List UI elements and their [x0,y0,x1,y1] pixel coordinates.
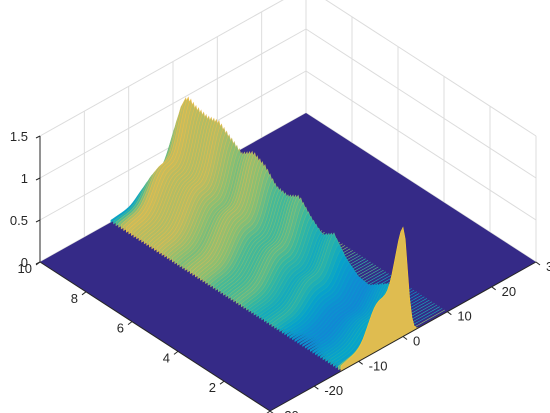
z-tick-mark [35,177,41,181]
grid-line [305,70,537,221]
x-tick-label: 30 [546,259,550,274]
x-tick-mark [314,385,319,390]
x-tick-mark [358,360,363,365]
x-tick-label: -30 [280,408,299,413]
x-tick-mark [491,286,496,291]
z-tick-label: 1.5 [10,129,28,144]
y-tick-label: 4 [163,350,170,365]
y-tick-mark [81,291,87,296]
y-tick-mark [219,380,225,385]
x-tick-label: -20 [324,383,343,398]
tick-labels: -30-20-100102030024681000.511.5 [10,129,550,413]
y-tick-label: 0 [255,410,262,413]
grid-line [305,28,537,179]
y-tick-mark [127,321,133,326]
x-tick-mark [402,336,408,340]
y-tick-label: 10 [18,261,32,276]
surface [40,96,536,411]
z-tick-mark [35,261,41,265]
grid-line [39,28,307,179]
y-tick-mark [173,350,179,355]
x-tick-mark [447,311,452,316]
grid-line [325,0,537,137]
x-tick-label: 20 [502,284,516,299]
grid-line [39,0,284,137]
y-tick-label: 2 [209,380,216,395]
z-tick-label: 1 [21,171,28,186]
y-tick-label: 8 [71,291,78,306]
x-tick-label: 10 [457,309,471,324]
z-tick-label: 0.5 [10,213,28,228]
z-tick-mark [35,219,41,223]
x-tick-label: -10 [369,358,388,373]
x-tick-mark [535,261,541,266]
y-axis-line [39,261,271,412]
x-tick-label: 0 [413,334,420,349]
z-tick-mark [35,135,41,139]
axes [35,135,541,413]
y-tick-label: 6 [117,321,124,336]
z-tick-label: 0 [21,255,28,270]
